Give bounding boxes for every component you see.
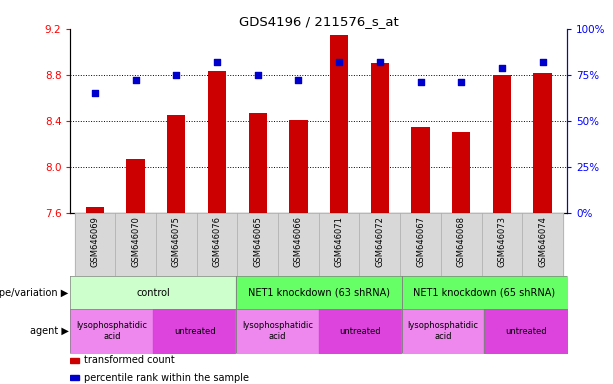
Bar [248, 113, 267, 213]
Bar [167, 115, 186, 213]
Bar [70, 358, 80, 363]
Text: GSM646073: GSM646073 [497, 216, 506, 266]
Point [172, 72, 181, 78]
Point [497, 65, 507, 71]
Bar [330, 35, 348, 213]
Text: lysophosphatidic
acid: lysophosphatidic acid [242, 321, 313, 341]
Text: GSM646068: GSM646068 [457, 216, 466, 266]
Point [375, 59, 385, 65]
Bar [452, 132, 470, 213]
Text: agent ▶: agent ▶ [30, 326, 69, 336]
Text: control: control [136, 288, 170, 298]
Text: lysophosphatidic
acid: lysophosphatidic acid [408, 321, 478, 341]
Text: GSM646075: GSM646075 [172, 216, 181, 266]
Point [334, 59, 344, 65]
Point [416, 79, 425, 85]
Bar [70, 375, 80, 380]
Bar [86, 207, 104, 213]
Bar [533, 73, 552, 213]
Point [212, 59, 222, 65]
Bar [208, 71, 226, 213]
Text: GSM646065: GSM646065 [253, 216, 262, 266]
Text: NET1 knockdown (65 shRNA): NET1 knockdown (65 shRNA) [413, 288, 555, 298]
Text: untreated: untreated [340, 327, 381, 336]
Point [253, 72, 262, 78]
Text: untreated: untreated [174, 327, 215, 336]
Text: lysophosphatidic
acid: lysophosphatidic acid [77, 321, 147, 341]
Point [90, 90, 100, 96]
Bar [289, 120, 308, 213]
Text: GSM646076: GSM646076 [213, 216, 221, 266]
Text: GSM646074: GSM646074 [538, 216, 547, 266]
Bar [493, 75, 511, 213]
Text: NET1 knockdown (63 shRNA): NET1 knockdown (63 shRNA) [248, 288, 390, 298]
Point [456, 79, 466, 85]
Text: GSM646070: GSM646070 [131, 216, 140, 266]
Bar [411, 127, 430, 213]
Point [538, 59, 547, 65]
Text: untreated: untreated [505, 327, 546, 336]
Point [294, 77, 303, 83]
Text: GSM646072: GSM646072 [375, 216, 384, 266]
Text: GSM646066: GSM646066 [294, 216, 303, 266]
Title: GDS4196 / 211576_s_at: GDS4196 / 211576_s_at [239, 15, 398, 28]
Bar [371, 63, 389, 213]
Point [131, 77, 140, 83]
Text: GSM646069: GSM646069 [90, 216, 99, 266]
Bar [126, 159, 145, 213]
Text: genotype/variation ▶: genotype/variation ▶ [0, 288, 69, 298]
Text: GSM646071: GSM646071 [335, 216, 344, 266]
Text: GSM646067: GSM646067 [416, 216, 425, 266]
Text: transformed count: transformed count [85, 356, 175, 366]
Text: percentile rank within the sample: percentile rank within the sample [85, 373, 249, 383]
